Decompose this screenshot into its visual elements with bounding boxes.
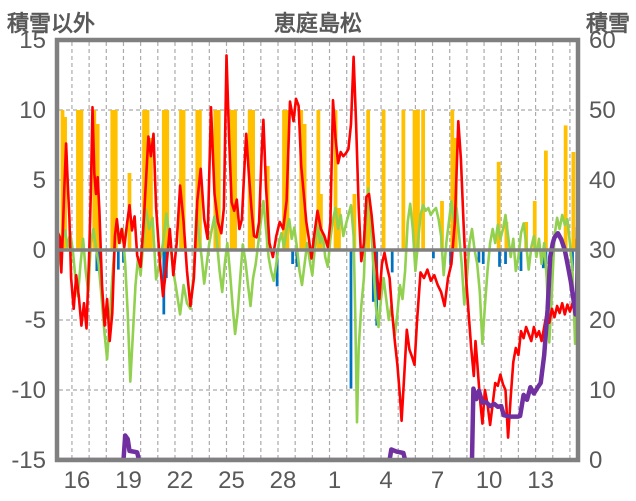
sunshine-bar bbox=[571, 152, 576, 250]
series-layer bbox=[56, 54, 579, 461]
sunshine-bar bbox=[299, 110, 304, 250]
precip-bars bbox=[95, 250, 579, 389]
snow-depth-line bbox=[56, 225, 579, 461]
left-axis-tick-label: -5 bbox=[25, 307, 46, 334]
sunshine-bar bbox=[216, 110, 221, 250]
x-axis-tick-label: 4 bbox=[379, 467, 392, 494]
right-axis-tick-label: 0 bbox=[589, 447, 602, 474]
x-axis-tick-label: 19 bbox=[115, 467, 142, 494]
sunshine-bar bbox=[79, 110, 84, 250]
sunshine-bar bbox=[412, 110, 417, 250]
left-axis-title: 積雪以外 bbox=[7, 11, 96, 36]
precip-bar bbox=[449, 250, 452, 266]
precip-bar bbox=[498, 250, 501, 267]
left-axis-tick-label: -10 bbox=[11, 377, 46, 404]
left-axis-tick-labels: 15 10 5 0 -5 -10 -15 bbox=[11, 27, 46, 474]
sunshine-bar bbox=[563, 125, 568, 250]
sunshine-bar bbox=[233, 110, 237, 250]
precip-bar bbox=[432, 250, 435, 259]
precip-bar bbox=[477, 250, 481, 263]
precip-bar bbox=[481, 250, 485, 264]
sunshine-bar bbox=[165, 110, 170, 250]
sunshine-bar bbox=[76, 110, 80, 250]
sunshine-bar bbox=[110, 110, 115, 250]
sunshine-bar bbox=[195, 110, 200, 250]
sunshine-bar bbox=[302, 124, 307, 250]
left-axis-tick-label: 0 bbox=[33, 237, 46, 264]
plot-border bbox=[54, 37, 581, 463]
precip-bar bbox=[349, 250, 353, 389]
sunshine-bar bbox=[450, 110, 455, 250]
sunshine-bar bbox=[316, 110, 321, 250]
sunshine-bar bbox=[333, 110, 338, 250]
x-axis-tick-label: 10 bbox=[476, 467, 503, 494]
precip-bar bbox=[519, 250, 523, 271]
precip-bar bbox=[291, 250, 294, 264]
sunshine-bar bbox=[416, 110, 420, 250]
precip-bar bbox=[390, 250, 394, 273]
x-axis-tick-label: 7 bbox=[431, 467, 444, 494]
x-axis-tick-label: 22 bbox=[167, 467, 194, 494]
precip-bar bbox=[375, 250, 379, 326]
sunshine-bar bbox=[504, 222, 509, 250]
x-axis-tick-label: 16 bbox=[64, 467, 91, 494]
sunshine-bar bbox=[181, 110, 186, 250]
right-axis-tick-label: 40 bbox=[589, 167, 616, 194]
chart-title: 恵庭島松 bbox=[273, 11, 362, 36]
left-axis-tick-label: -15 bbox=[11, 447, 46, 474]
sunshine-bar bbox=[179, 110, 183, 250]
sunshine-bar bbox=[381, 110, 386, 250]
x-axis-tick-label: 25 bbox=[218, 467, 245, 494]
right-axis-tick-labels: 60 50 40 30 20 10 0 bbox=[589, 27, 616, 474]
sunshine-bar bbox=[60, 110, 65, 250]
x-axis-tick-label: 13 bbox=[527, 467, 554, 494]
sunshine-bar bbox=[496, 161, 501, 250]
precip-bar bbox=[504, 250, 507, 264]
sunshine-bar bbox=[573, 238, 578, 250]
sunshine-bar bbox=[440, 201, 444, 250]
sunshine-bar bbox=[145, 110, 150, 250]
left-axis-tick-label: 10 bbox=[19, 97, 46, 124]
v-gridlines bbox=[71, 42, 571, 458]
precip-bar bbox=[116, 250, 120, 270]
red-line bbox=[56, 54, 579, 439]
left-axis-tick-label: 5 bbox=[33, 167, 46, 194]
sunshine-bar bbox=[161, 110, 166, 250]
precip-bar bbox=[98, 250, 101, 267]
sunshine-bar bbox=[421, 110, 425, 250]
sunshine-bar bbox=[352, 194, 357, 250]
sunshine-bar bbox=[213, 110, 218, 250]
x-axis-tick-label: 28 bbox=[270, 467, 297, 494]
sunshine-bar bbox=[251, 110, 255, 250]
sunshine-bar bbox=[319, 194, 323, 250]
sunshine-bar bbox=[113, 110, 118, 250]
sunshine-bar bbox=[532, 201, 537, 250]
sunshine-bar bbox=[543, 150, 548, 250]
sunshine-bar bbox=[149, 138, 153, 250]
right-axis-tick-label: 60 bbox=[589, 27, 616, 54]
right-axis-tick-label: 10 bbox=[589, 377, 616, 404]
sunshine-bar bbox=[142, 110, 146, 250]
sunshine-bar bbox=[401, 110, 406, 250]
right-axis-tick-label: 30 bbox=[589, 237, 616, 264]
precip-bar bbox=[275, 250, 279, 287]
left-axis-tick-label: 15 bbox=[19, 27, 46, 54]
x-axis-tick-labels: 16 19 22 25 28 1 4 7 10 13 bbox=[64, 467, 554, 494]
right-axis-tick-label: 20 bbox=[589, 307, 616, 334]
x-axis-tick-label: 1 bbox=[328, 467, 341, 494]
right-axis-tick-label: 50 bbox=[589, 97, 616, 124]
sunshine-bar bbox=[282, 110, 286, 250]
right-axis-title: 積雪 bbox=[585, 11, 630, 36]
sunshine-bar bbox=[366, 110, 371, 250]
